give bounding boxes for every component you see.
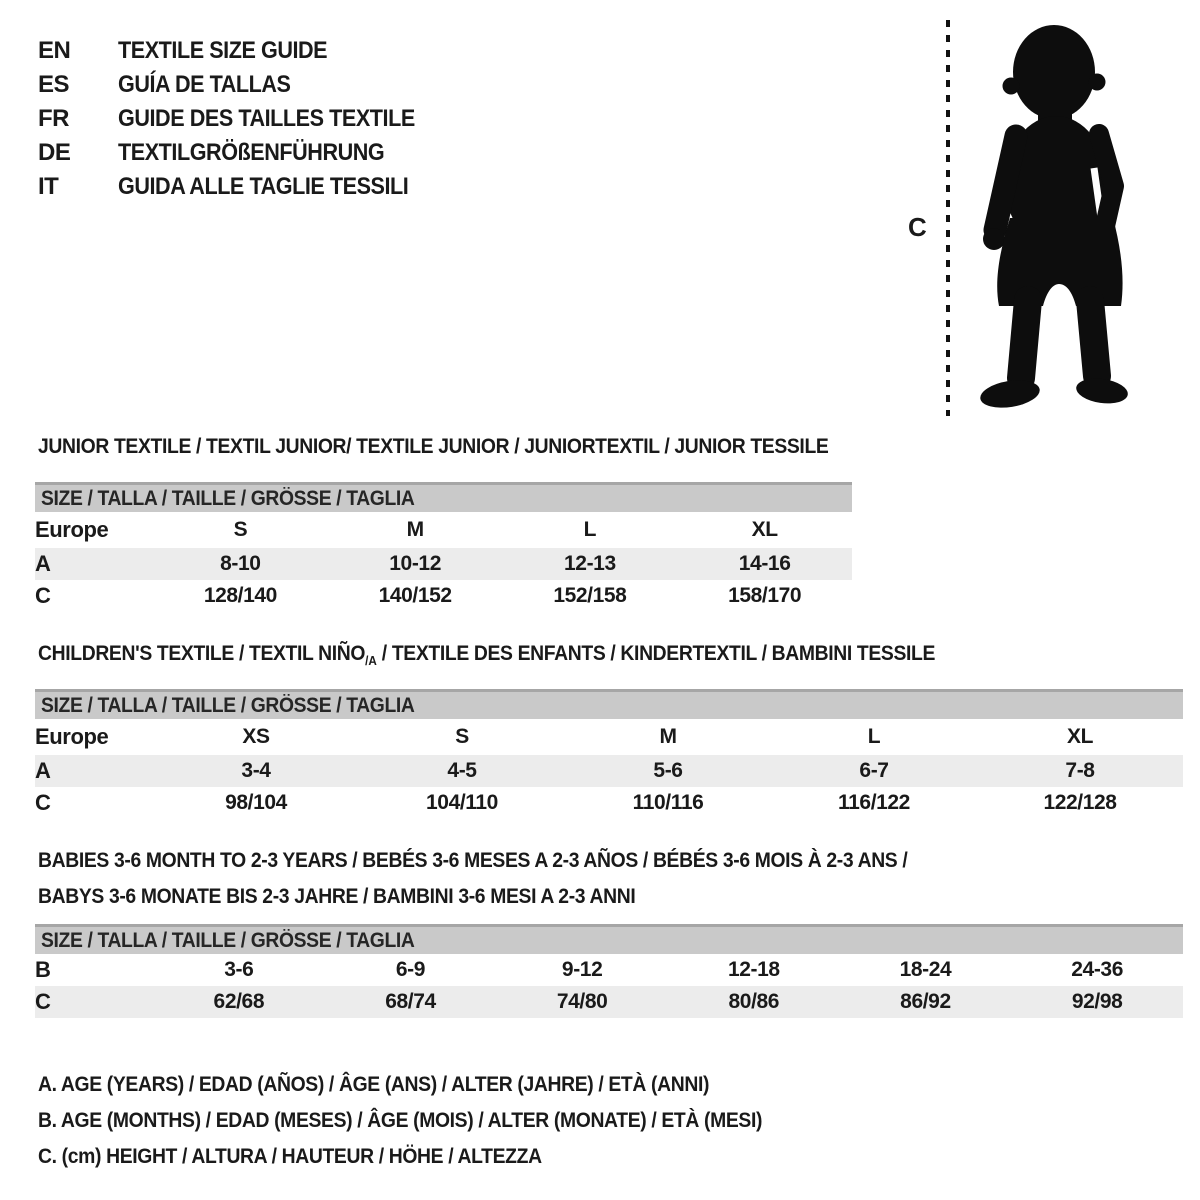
row-label: A — [35, 551, 51, 576]
language-code: FR — [38, 105, 70, 132]
months-cell: 12-18 — [727, 958, 780, 981]
height-cell: 128/140 — [203, 584, 278, 607]
months-cell: 6-9 — [395, 958, 426, 981]
size-cell: XL — [751, 518, 778, 541]
age-cell: 4-5 — [447, 759, 477, 782]
legend: A. AGE (YEARS) / EDAD (AÑOS) / ÂGE (ANS)… — [38, 1066, 843, 1174]
height-cell: 152/158 — [553, 584, 627, 607]
language-row: ES GUÍA DE TALLAS — [38, 68, 448, 102]
age-cell: 8-10 — [220, 552, 261, 575]
language-label: TEXTILE SIZE GUIDE — [118, 37, 328, 64]
babies-size-table: SIZE / TALLA / TAILLE / GRÖSSE / TAGLIA … — [35, 924, 1183, 1018]
size-header-row: SIZE / TALLA / TAILLE / GRÖSSE / TAGLIA — [35, 924, 1183, 954]
months-cell: 18-24 — [899, 958, 952, 981]
age-cell: 5-6 — [653, 759, 683, 782]
table-row-height: C 128/140 140/152 152/158 158/170 — [35, 580, 852, 612]
language-row: FR GUIDE DES TAILLES TEXTILE — [38, 102, 448, 136]
language-row: EN TEXTILE SIZE GUIDE — [38, 34, 448, 68]
size-header: SIZE / TALLA / TAILLE / GRÖSSE / TAGLIA — [35, 482, 852, 512]
height-cell: 140/152 — [378, 584, 453, 607]
size-header-row: SIZE / TALLA / TAILLE / GRÖSSE / TAGLIA — [35, 482, 852, 512]
table-row-europe: Europe XS S M L XL — [35, 719, 1183, 755]
size-cell: M — [406, 518, 424, 541]
age-cell: 10-12 — [389, 552, 441, 575]
legend-line-c: C. (cm) HEIGHT / ALTURA / HAUTEUR / HÖHE… — [38, 1144, 542, 1168]
babies-section-title-line1: BABIES 3-6 MONTH TO 2-3 YEARS / BEBÉS 3-… — [38, 848, 908, 872]
height-cell: 116/122 — [838, 791, 910, 814]
height-cell: 122/128 — [1043, 791, 1117, 814]
row-label: C — [35, 790, 51, 815]
height-cell: 104/110 — [426, 791, 498, 814]
height-cell: 158/170 — [728, 584, 802, 607]
language-code: EN — [38, 37, 71, 64]
children-size-table: SIZE / TALLA / TAILLE / GRÖSSE / TAGLIA … — [35, 689, 1183, 819]
months-cell: 24-36 — [1071, 958, 1123, 981]
age-cell: 12-13 — [564, 552, 616, 575]
language-label: GUÍA DE TALLAS — [118, 71, 291, 98]
junior-section-title: JUNIOR TEXTILE / TEXTIL JUNIOR/ TEXTILE … — [38, 434, 829, 458]
size-cell: L — [583, 518, 597, 541]
size-cell: S — [233, 518, 248, 541]
language-label: GUIDA ALLE TAGLIE TESSILI — [118, 173, 409, 200]
age-cell: 6-7 — [859, 759, 889, 782]
size-header: SIZE / TALLA / TAILLE / GRÖSSE / TAGLIA — [35, 924, 1183, 954]
table-row-age: A 3-4 4-5 5-6 6-7 7-8 — [35, 755, 1183, 787]
children-section-title: CHILDREN'S TEXTILE / TEXTIL NIÑO/A / TEX… — [38, 641, 936, 668]
size-cell: XS — [242, 725, 270, 748]
language-code: DE — [38, 139, 71, 166]
language-code: IT — [38, 173, 59, 200]
language-code: ES — [38, 71, 70, 98]
size-cell: S — [455, 725, 469, 748]
height-cell: 92/98 — [1071, 990, 1123, 1013]
size-cell: XL — [1066, 725, 1094, 748]
legend-line-b: B. AGE (MONTHS) / EDAD (MESES) / ÂGE (MO… — [38, 1108, 763, 1132]
language-row: IT GUIDA ALLE TAGLIE TESSILI — [38, 170, 448, 204]
row-label: Europe — [35, 517, 109, 542]
height-cell: 110/116 — [632, 791, 704, 814]
height-cell: 98/104 — [225, 791, 287, 814]
size-cell: L — [867, 725, 881, 748]
language-label: GUIDE DES TAILLES TEXTILE — [118, 105, 415, 132]
height-cell: 80/86 — [728, 990, 780, 1013]
babies-section-title-line2: BABYS 3-6 MONATE BIS 2-3 JAHRE / BAMBINI… — [38, 884, 636, 908]
baby-silhouette-icon — [980, 25, 1128, 408]
row-label: C — [35, 583, 51, 608]
row-label: C — [35, 989, 51, 1014]
language-list: EN TEXTILE SIZE GUIDE ES GUÍA DE TALLAS … — [38, 34, 448, 204]
table-row-months: B 3-6 6-9 9-12 12-18 18-24 24-36 — [35, 954, 1183, 986]
age-cell: 14-16 — [738, 552, 791, 575]
row-label: Europe — [35, 724, 109, 749]
row-label: B — [35, 957, 51, 982]
height-measure-line — [946, 20, 950, 416]
junior-size-table: SIZE / TALLA / TAILLE / GRÖSSE / TAGLIA … — [35, 482, 852, 612]
size-cell: M — [659, 725, 677, 748]
height-cell: 68/74 — [385, 990, 436, 1013]
months-cell: 9-12 — [561, 958, 603, 981]
height-cell: 62/68 — [213, 990, 265, 1013]
title-subscript: /A — [365, 653, 377, 668]
language-label: TEXTILGRÖßENFÜHRUNG — [118, 139, 385, 166]
height-cell: 74/80 — [556, 990, 608, 1013]
row-label: A — [35, 758, 51, 783]
legend-line-a: A. AGE (YEARS) / EDAD (AÑOS) / ÂGE (ANS)… — [38, 1072, 710, 1096]
age-cell: 3-4 — [241, 759, 271, 782]
height-cell: 86/92 — [900, 990, 951, 1013]
table-row-europe: Europe S M L XL — [35, 512, 852, 548]
size-header: SIZE / TALLA / TAILLE / GRÖSSE / TAGLIA — [35, 689, 1183, 719]
age-cell: 7-8 — [1065, 759, 1095, 782]
height-line-label: C — [908, 212, 927, 242]
months-cell: 3-6 — [224, 958, 254, 981]
table-row-age: A 8-10 10-12 12-13 14-16 — [35, 548, 852, 580]
language-row: DE TEXTILGRÖßENFÜHRUNG — [38, 136, 448, 170]
size-header-row: SIZE / TALLA / TAILLE / GRÖSSE / TAGLIA — [35, 689, 1183, 719]
table-row-height: C 98/104 104/110 110/116 116/122 122/128 — [35, 787, 1183, 819]
table-row-height: C 62/68 68/74 74/80 80/86 86/92 92/98 — [35, 986, 1183, 1018]
